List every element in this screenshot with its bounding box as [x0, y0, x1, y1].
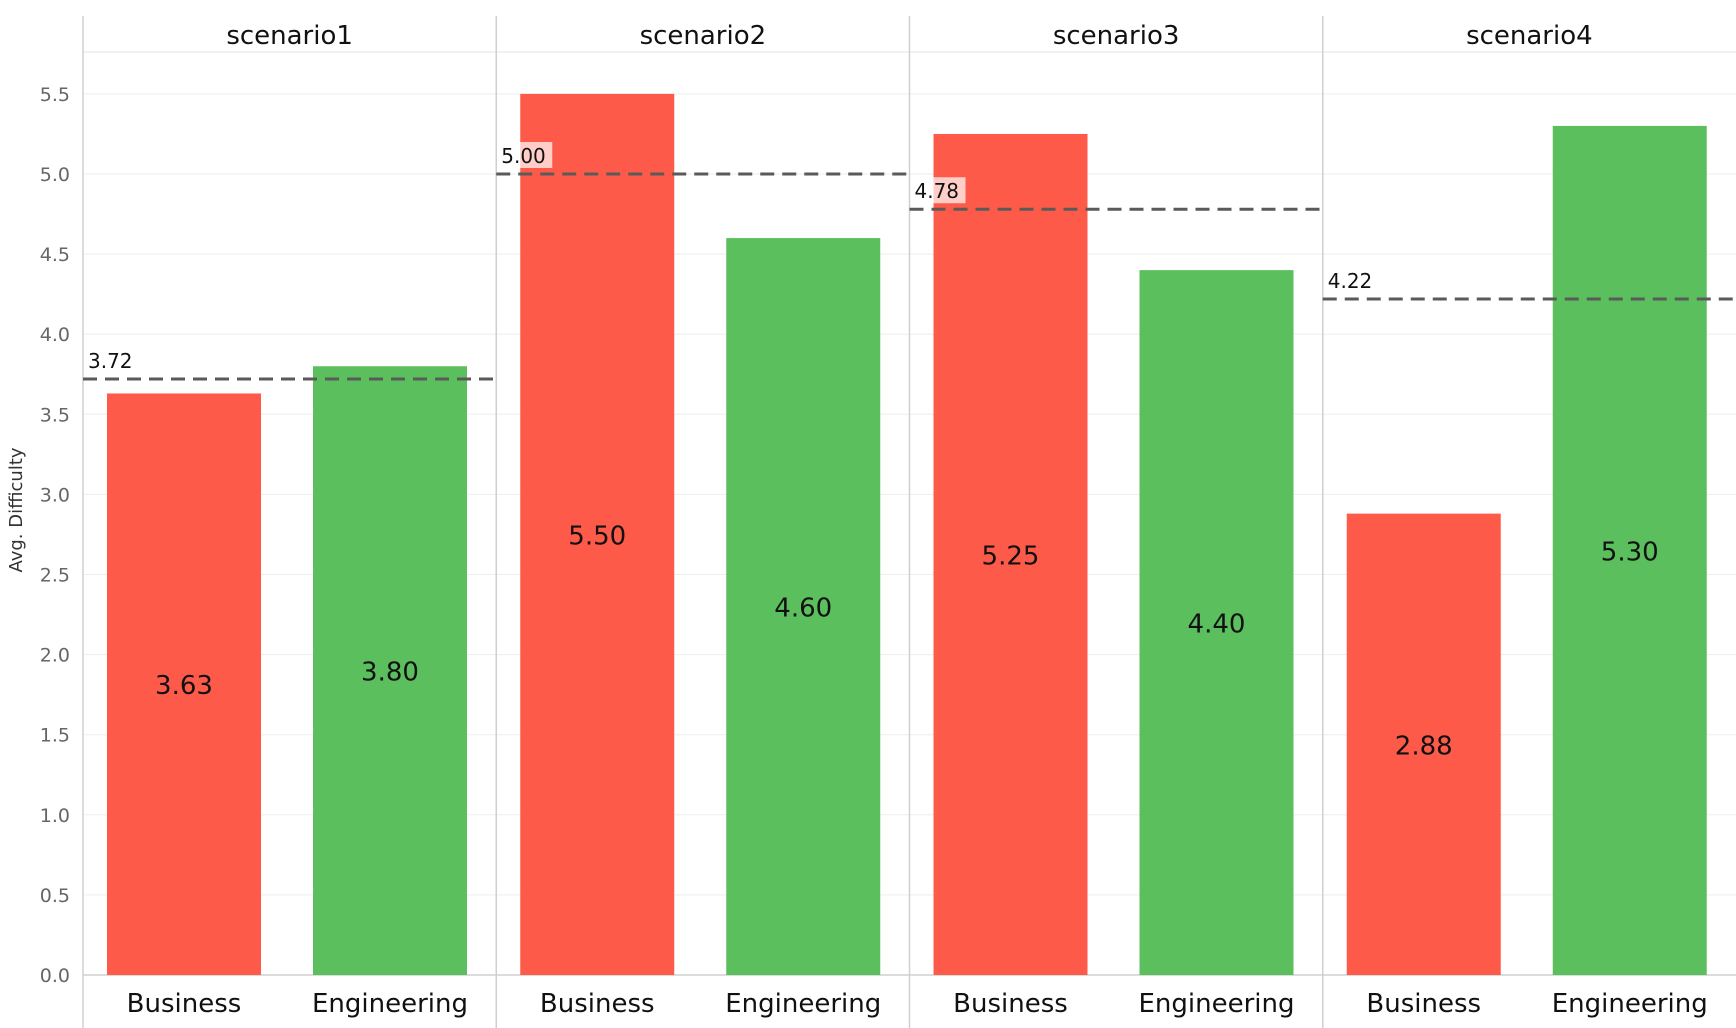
y-tick-label: 3.0: [40, 484, 70, 506]
y-axis-title: Avg. Difficulty: [6, 447, 27, 572]
bar-business[interactable]: [933, 133, 1088, 975]
y-tick-label: 5.0: [40, 164, 70, 186]
reference-label-background: [911, 177, 966, 204]
bar-value-label: 3.80: [361, 658, 419, 688]
y-tick-label: 2.0: [40, 645, 70, 667]
bar-value-label: 4.60: [774, 594, 832, 624]
y-tick-label: 1.0: [40, 805, 70, 827]
panels: scenario1 3.63 Business 3.80 Engineering 3.72…: [83, 16, 1736, 1028]
bar-engineering[interactable]: [1139, 270, 1294, 975]
panel-scenario4: scenario4 2.88 Business 5.30 Engineering 4.22: [1322, 16, 1736, 1028]
reference-label-background: [85, 347, 139, 374]
panel-title: scenario2: [640, 21, 767, 51]
y-tick-label: 3.5: [40, 404, 70, 426]
y-axis-ticks: 0.0 0.5 1.0 1.5 2.0 2.5 3.0 3.5 4.0 4.5 5.0 5.5: [40, 84, 70, 987]
panel-title: scenario3: [1053, 21, 1180, 51]
reference-label: 4.78: [915, 179, 960, 203]
y-tick-label: 0.5: [40, 885, 70, 907]
bar-business[interactable]: [1346, 513, 1501, 975]
bar-business[interactable]: [107, 393, 261, 975]
bar-business[interactable]: [520, 93, 675, 975]
category-label: Engineering: [725, 989, 881, 1019]
y-tick-label: 1.5: [40, 725, 70, 747]
category-label: Business: [127, 989, 242, 1019]
category-label: Business: [540, 989, 655, 1019]
bar-value-label: 5.25: [982, 541, 1040, 571]
category-label: Business: [953, 989, 1068, 1019]
bar-value-label: 5.30: [1601, 537, 1659, 567]
category-label: Engineering: [1552, 989, 1708, 1019]
panel-scenario1: scenario1 3.63 Business 3.80 Engineering 3.72: [83, 21, 497, 1019]
category-label: Business: [1366, 989, 1481, 1019]
y-tick-label: 4.0: [40, 324, 70, 346]
category-label: Engineering: [312, 989, 468, 1019]
y-tick-label: 0.0: [40, 965, 70, 987]
bar-engineering[interactable]: [1552, 125, 1707, 975]
bar-engineering[interactable]: [313, 366, 467, 975]
reference-label-background: [1324, 266, 1379, 293]
reference-label: 5.00: [501, 144, 546, 168]
panel-scenario3: scenario3 5.25 Business 4.40 Engineering 4.78: [908, 16, 1323, 1028]
bar-value-label: 3.63: [155, 671, 213, 701]
bar-value-label: 5.50: [568, 521, 626, 551]
y-tick-label: 5.5: [40, 84, 70, 106]
reference-label-background: [498, 142, 553, 168]
bar-engineering[interactable]: [726, 238, 881, 975]
bar-value-label: 2.88: [1395, 731, 1453, 761]
bar-value-label: 4.40: [1188, 610, 1246, 640]
y-tick-label: 4.5: [40, 244, 70, 266]
y-tick-label: 2.5: [40, 565, 70, 587]
reference-label: 4.22: [1328, 269, 1373, 293]
panel-title: scenario4: [1466, 21, 1593, 51]
panel-scenario2: scenario2 5.50 Business 4.60 Engineering 5.00: [495, 16, 910, 1028]
category-label: Engineering: [1139, 989, 1295, 1019]
reference-label: 3.72: [88, 349, 133, 373]
panel-title: scenario1: [226, 21, 353, 51]
